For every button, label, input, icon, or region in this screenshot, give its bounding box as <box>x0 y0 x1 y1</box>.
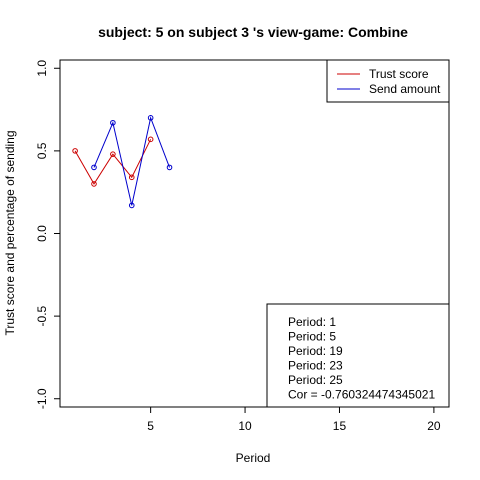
annotation-line: Period: 1 <box>288 315 336 329</box>
x-tick-label: 10 <box>238 419 252 433</box>
data-point <box>128 174 135 181</box>
x-tick-label: 15 <box>333 419 347 433</box>
y-tick-label: -1.0 <box>35 388 49 409</box>
data-point <box>147 115 154 121</box>
x-axis-label: Period <box>236 451 271 465</box>
annotation-line: Period: 5 <box>288 330 336 344</box>
x-tick-label: 5 <box>147 419 154 433</box>
annotation-line: Cor = -0.760324474345021 <box>288 388 435 402</box>
data-point <box>72 148 78 154</box>
data-point <box>110 119 116 126</box>
y-tick-label: 0.0 <box>35 225 49 242</box>
data-point <box>147 136 154 143</box>
annotation-line: Period: 23 <box>288 359 343 373</box>
legend-entry: Send amount <box>369 82 441 96</box>
x-axis: 5 10 15 20 <box>147 407 441 433</box>
data-point <box>110 151 116 157</box>
y-axis-label: Trust score and percentage of sending <box>3 130 17 335</box>
annotation-line: Period: 19 <box>288 344 343 358</box>
y-tick-label: 1.0 <box>35 60 49 77</box>
x-tick-label: 20 <box>427 419 441 433</box>
data-point <box>91 164 97 171</box>
annotation-line: Period: 25 <box>288 373 343 387</box>
series-layer <box>72 115 173 209</box>
y-axis: -1.0 -0.5 0.0 0.5 1.0 <box>35 60 60 409</box>
legend-box <box>326 59 450 103</box>
y-tick-label: 0.5 <box>35 142 49 159</box>
annotation-frame <box>266 303 450 408</box>
y-tick-label: -0.5 <box>35 305 49 326</box>
data-point <box>128 202 135 209</box>
chart-title: subject: 5 on subject 3 's view-game: Co… <box>98 24 408 40</box>
data-point <box>166 164 173 171</box>
series-line-trust-score <box>74 139 152 185</box>
series-line-send-amount <box>93 116 170 206</box>
data-point <box>91 181 97 187</box>
legend-entry: Trust score <box>369 67 429 81</box>
